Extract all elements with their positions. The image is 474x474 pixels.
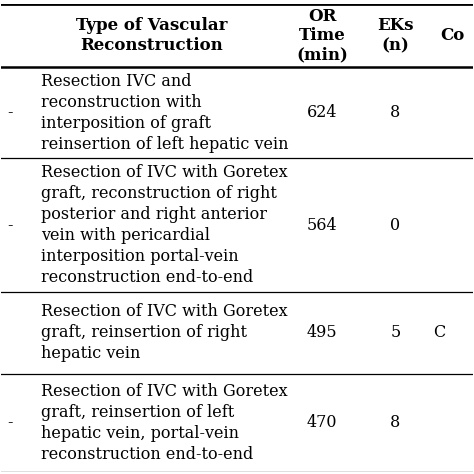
Text: Resection of IVC with Goretex
graft, reinsertion of left
hepatic vein, portal-ve: Resection of IVC with Goretex graft, rei…: [41, 383, 288, 463]
Text: 8: 8: [390, 104, 401, 121]
Text: Resection of IVC with Goretex
graft, reinsertion of right
hepatic vein: Resection of IVC with Goretex graft, rei…: [41, 303, 288, 362]
Text: EKs
(n): EKs (n): [377, 18, 414, 54]
Text: -: -: [8, 104, 13, 121]
Text: OR
Time
(min): OR Time (min): [296, 8, 348, 64]
Text: -: -: [8, 414, 13, 431]
Text: 470: 470: [307, 414, 337, 431]
Text: Resection of IVC with Goretex
graft, reconstruction of right
posterior and right: Resection of IVC with Goretex graft, rec…: [41, 164, 288, 286]
Text: 8: 8: [390, 414, 401, 431]
Text: 0: 0: [390, 217, 401, 234]
Text: 5: 5: [390, 324, 401, 341]
Text: Co: Co: [440, 27, 464, 44]
Text: -: -: [8, 217, 13, 234]
Text: C: C: [433, 324, 446, 341]
Text: 495: 495: [307, 324, 337, 341]
Text: 624: 624: [307, 104, 337, 121]
Text: 564: 564: [307, 217, 337, 234]
Text: Type of Vascular
Reconstruction: Type of Vascular Reconstruction: [76, 18, 228, 54]
Text: Resection IVC and
reconstruction with
interposition of graft
reinsertion of left: Resection IVC and reconstruction with in…: [41, 73, 288, 153]
